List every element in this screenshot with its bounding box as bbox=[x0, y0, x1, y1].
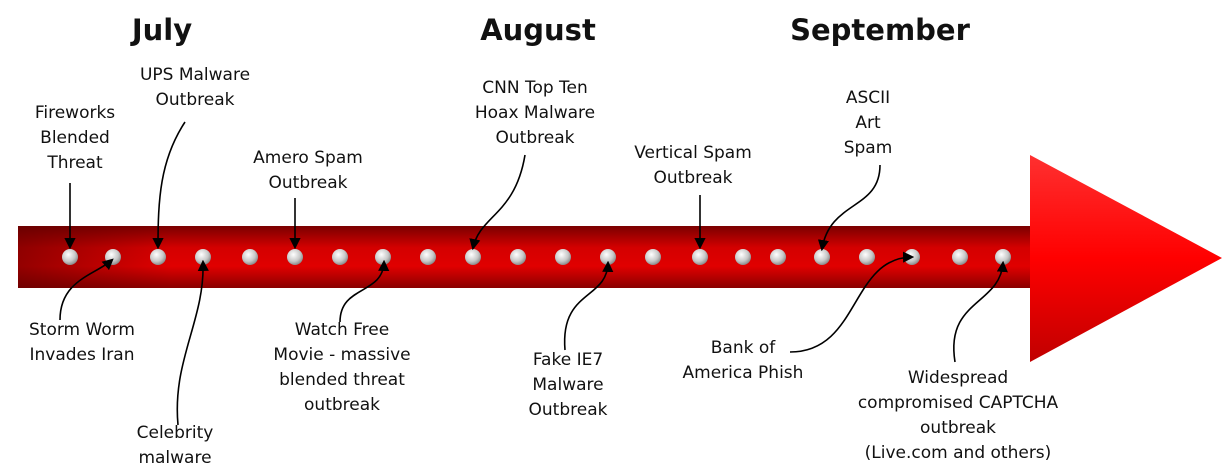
event-label: Hoax Malware bbox=[475, 103, 595, 123]
event-label: Bank of bbox=[711, 338, 777, 358]
event-label: America Phish bbox=[683, 363, 804, 383]
month-label: August bbox=[480, 13, 596, 47]
timeline-dot bbox=[287, 249, 303, 265]
event-label: Outbreak bbox=[496, 128, 575, 148]
event-label: blended threat bbox=[279, 370, 405, 390]
event-label: ASCII bbox=[846, 88, 890, 108]
timeline-dot bbox=[242, 249, 258, 265]
event-label: Fake IE7 bbox=[533, 350, 603, 370]
event-label: Storm Worm bbox=[29, 320, 135, 340]
timeline-dot bbox=[375, 249, 391, 265]
timeline-dot bbox=[692, 249, 708, 265]
timeline-dot bbox=[420, 249, 436, 265]
connectors bbox=[59, 121, 1008, 426]
event-label: Movie - massive bbox=[273, 345, 410, 365]
timeline-dot bbox=[859, 249, 875, 265]
timeline-dot bbox=[995, 249, 1011, 265]
timeline-dot bbox=[555, 249, 571, 265]
month-label: September bbox=[790, 13, 970, 47]
timeline-dot bbox=[332, 249, 348, 265]
timeline-dot bbox=[770, 249, 786, 265]
event-label: Malware bbox=[532, 375, 603, 395]
event-label: Outbreak bbox=[269, 173, 348, 193]
month-label: July bbox=[130, 13, 192, 47]
event-label: Fireworks bbox=[35, 103, 115, 123]
event-label: (Live.com and others) bbox=[865, 443, 1052, 463]
timeline-dot bbox=[62, 249, 78, 265]
event-labels: Fireworks Blended Threat UPS Malware Outbrea… bbox=[29, 65, 1059, 468]
event-label: Widespread bbox=[908, 368, 1008, 388]
timeline-dot bbox=[814, 249, 830, 265]
event-label: Outbreak bbox=[654, 168, 733, 188]
event-label: outbreak bbox=[920, 418, 996, 438]
timeline-dot bbox=[600, 249, 616, 265]
event-label: Outbreak bbox=[529, 400, 608, 420]
event-label: Spam bbox=[844, 138, 893, 158]
timeline-dot bbox=[150, 249, 166, 265]
event-label: Threat bbox=[46, 153, 103, 173]
event-label: Amero Spam bbox=[253, 148, 363, 168]
event-label: Art bbox=[855, 113, 881, 133]
event-label: UPS Malware bbox=[140, 65, 250, 85]
event-label: Blended bbox=[40, 128, 110, 148]
timeline-dot bbox=[735, 249, 751, 265]
timeline-dot bbox=[645, 249, 661, 265]
event-label: malware bbox=[138, 448, 211, 468]
event-label: Celebrity bbox=[137, 423, 214, 443]
event-label: compromised CAPTCHA bbox=[858, 393, 1059, 413]
event-label: outbreak bbox=[304, 395, 380, 415]
event-label: Vertical Spam bbox=[634, 143, 752, 163]
event-label: Watch Free bbox=[295, 320, 389, 340]
event-label: CNN Top Ten bbox=[482, 78, 588, 98]
timeline-dot bbox=[510, 249, 526, 265]
timeline-dot bbox=[465, 249, 481, 265]
event-label: Outbreak bbox=[156, 90, 235, 110]
timeline-dot bbox=[952, 249, 968, 265]
event-label: Invades Iran bbox=[30, 345, 135, 365]
